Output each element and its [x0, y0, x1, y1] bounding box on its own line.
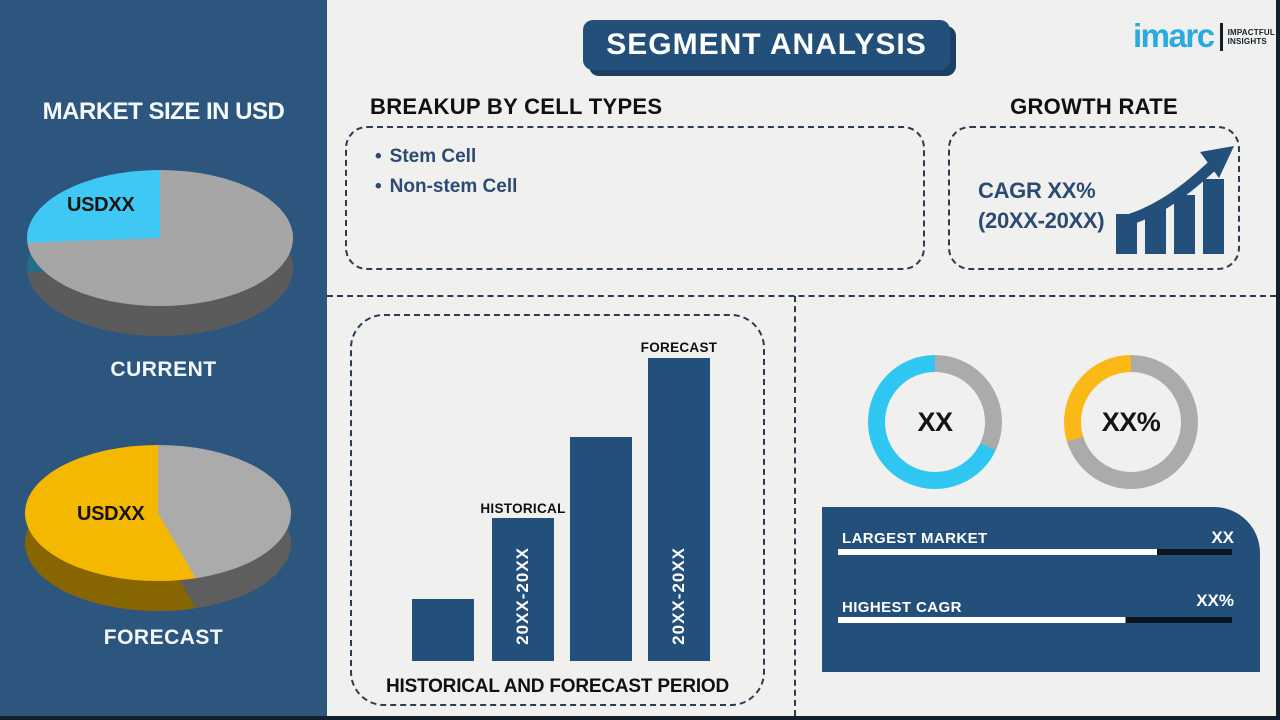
imarc-logo: imarc IMPACTFUL INSIGHTS	[1133, 10, 1275, 60]
breakup-section-heading: BREAKUP BY CELL TYPES	[370, 94, 663, 119]
cell-types-list: • Stem Cell • Non-stem Cell	[375, 142, 517, 202]
frame-edge-bottom	[0, 716, 1280, 720]
bullet-icon: •	[375, 176, 382, 197]
timeline-bar-forecast: 20XX-20XX	[648, 358, 710, 661]
logo-divider	[1219, 23, 1223, 51]
forecast-bar-label: FORECAST	[640, 340, 718, 355]
list-item-label: Stem Cell	[389, 146, 477, 167]
page-title: SEGMENT ANALYSIS	[606, 28, 927, 61]
cagr-line1: CAGR XX%	[978, 178, 1096, 203]
forecast-period-label: 20XX-20XX	[669, 547, 688, 645]
growth-rate-panel: CAGR XX% (20XX-20XX)	[948, 126, 1240, 270]
historical-period-label: 20XX-20XX	[513, 547, 532, 645]
sidebar-heading: MARKET SIZE IN USD	[42, 98, 285, 125]
list-item-non-stem-cell: • Non-stem Cell	[375, 172, 517, 202]
logo-tagline-line1: IMPACTFUL	[1227, 28, 1275, 37]
pie-slice-label: USDXX	[67, 194, 135, 216]
list-item-label: Non-stem Cell	[389, 176, 518, 197]
imarc-logo-wordmark: imarc	[1133, 16, 1215, 54]
current-market-pie-chart: USDXX	[27, 170, 293, 336]
forecast-pie-caption: FORECAST	[103, 626, 224, 649]
highest-cagr-value: XX%	[1196, 591, 1234, 610]
cagr-line2: (20XX-20XX)	[978, 208, 1105, 233]
historical-bar-label: HISTORICAL	[480, 501, 566, 516]
growth-section-heading: GROWTH RATE	[1010, 94, 1178, 119]
pie-top-shape	[25, 445, 291, 581]
largest-market-label: LARGEST MARKET	[842, 530, 988, 547]
frame-edge-right	[1276, 0, 1280, 720]
bullet-icon: •	[375, 146, 382, 167]
summary-panel: LARGEST MARKET XX HIGHEST CAGR XX%	[822, 507, 1260, 672]
highest-cagr-donut-chart: XX%	[1064, 355, 1198, 489]
donut-value: XX%	[1101, 406, 1161, 437]
vertical-dashed-divider	[794, 296, 796, 716]
timeline-bar-3	[570, 437, 632, 661]
pie-slice-label: USDXX	[77, 503, 145, 525]
timeline-bar-chart-panel: HISTORICAL 20XX-20XX FORECAST 20XX-20XX …	[350, 314, 765, 706]
largest-market-value: XX	[1211, 528, 1234, 547]
highest-cagr-progress-bar	[838, 617, 1232, 623]
logo-tagline: IMPACTFUL INSIGHTS	[1228, 28, 1275, 46]
largest-market-progress-bar	[838, 549, 1232, 555]
rising-bars-arrow-icon	[1116, 146, 1234, 254]
current-pie-caption: CURRENT	[110, 358, 217, 381]
largest-market-donut-chart: XX	[868, 355, 1002, 489]
market-size-sidebar: MARKET SIZE IN USD USDXX CURRENT USDXX F…	[0, 0, 327, 720]
timeline-caption: HISTORICAL AND FORECAST PERIOD	[385, 676, 730, 697]
logo-tagline-line2: INSIGHTS	[1227, 37, 1267, 46]
cagr-text: CAGR XX% (20XX-20XX)	[978, 176, 1105, 236]
page-title-badge: SEGMENT ANALYSIS	[583, 20, 950, 70]
breakup-panel: • Stem Cell • Non-stem Cell	[345, 126, 925, 270]
timeline-bar-historical: 20XX-20XX	[492, 518, 554, 661]
timeline-bar-1	[412, 599, 474, 661]
forecast-market-pie-chart: USDXX	[25, 445, 291, 611]
horizontal-dashed-divider	[327, 295, 1276, 297]
donut-value: XX	[917, 406, 953, 437]
pie-top-shape	[27, 170, 293, 306]
list-item-stem-cell: • Stem Cell	[375, 142, 517, 172]
highest-cagr-label: HIGHEST CAGR	[842, 599, 962, 616]
